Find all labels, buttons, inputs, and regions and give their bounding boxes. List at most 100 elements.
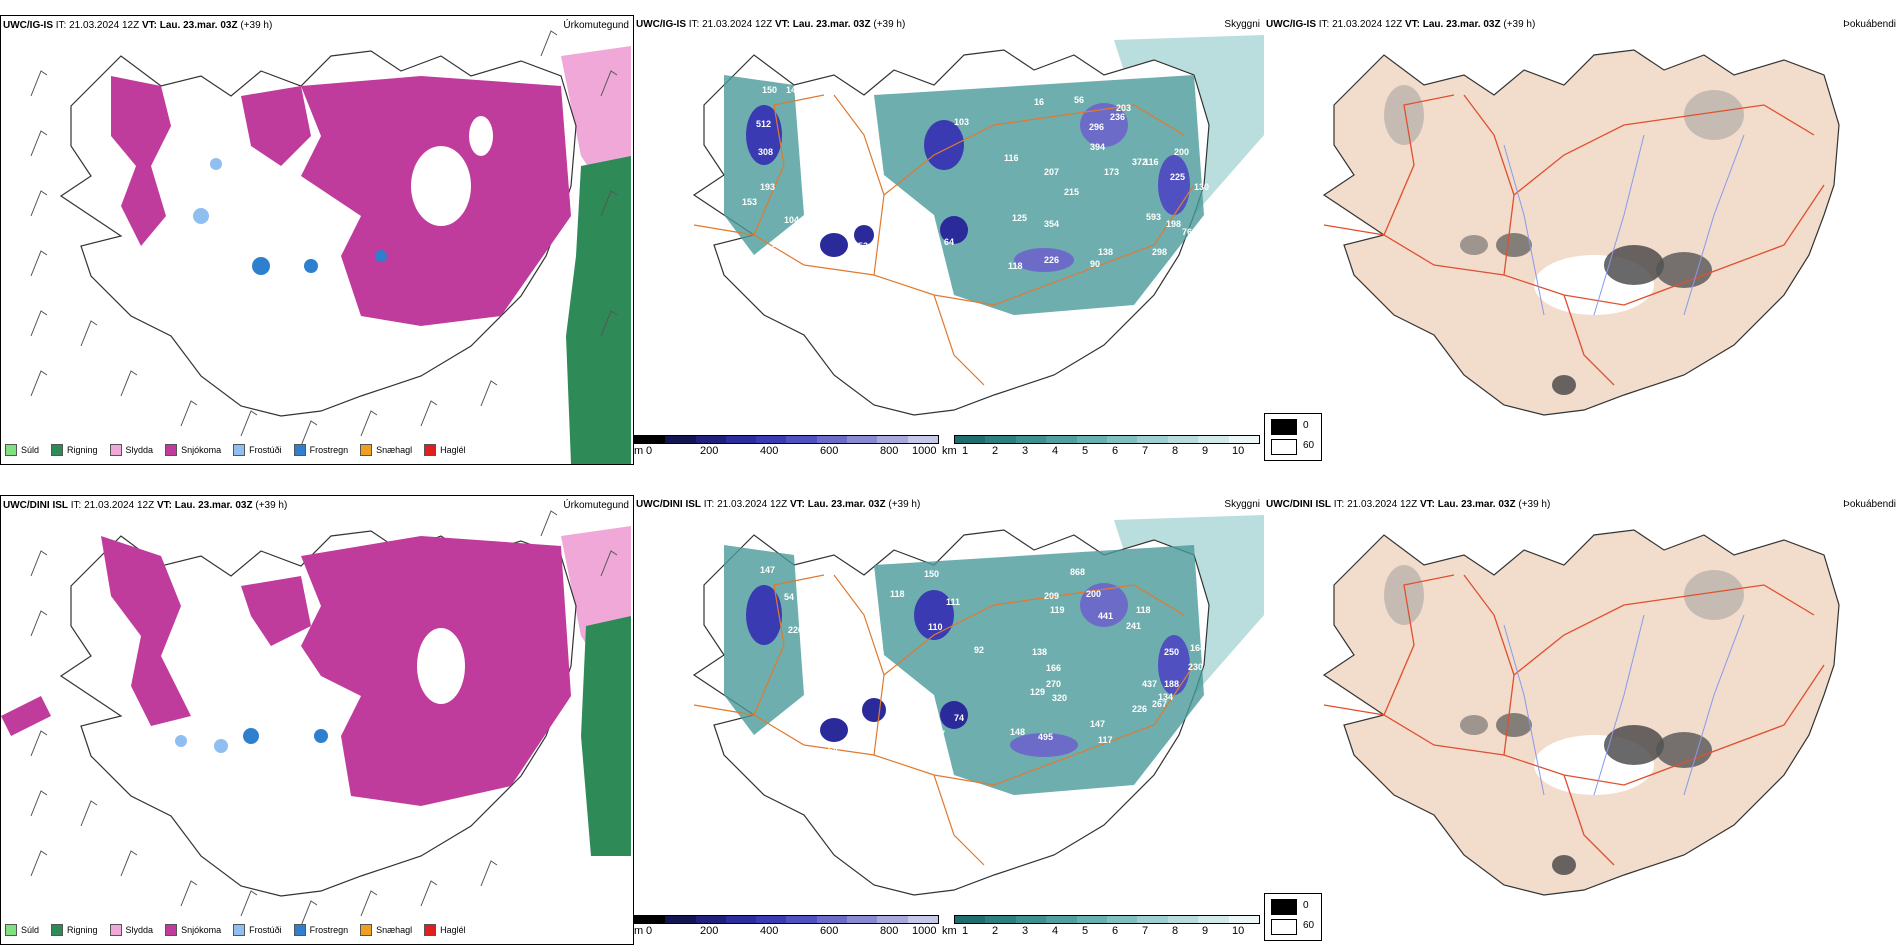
colorbar-cell	[725, 436, 757, 443]
vis-label: 127	[930, 729, 945, 739]
vis-label: 250	[1164, 647, 1179, 657]
vis-label: 207	[1044, 167, 1059, 177]
legend-item: Súld	[5, 924, 39, 936]
vis-label: 148	[1010, 727, 1025, 737]
colorbar-cell	[816, 436, 848, 443]
legend-item: Slydda	[109, 444, 153, 456]
colorbar-cell	[1107, 436, 1138, 443]
colorbar-cell	[907, 916, 938, 923]
vis-labels: 147 54 220 118 150 110 74 55 64 127 221 …	[760, 565, 1205, 875]
panel-type-title: Skyggni	[1224, 499, 1260, 510]
init-time: 21.03.2024 12Z	[69, 20, 140, 31]
vt-label: VT:	[141, 20, 157, 31]
vis-label: 200	[1086, 589, 1101, 599]
vis-label: 164	[1190, 643, 1205, 653]
vis-label: 354	[1044, 219, 1059, 229]
vis-label: 226	[1044, 255, 1059, 265]
colorbar-cell	[1198, 916, 1229, 923]
vis-label: 760	[1182, 227, 1197, 237]
it-label: IT:	[55, 20, 67, 31]
colorbar-cell	[847, 916, 878, 923]
colorbar-cell	[1137, 916, 1168, 923]
cloud-base-unit: m	[634, 445, 644, 457]
vis-label: 495	[1038, 732, 1053, 742]
panel-header: UWC/IG-IS IT: 21.03.2024 12Z VT: Lau. 23…	[1266, 19, 1536, 30]
vis-label: 90	[1090, 259, 1100, 269]
colorbar-cell	[1167, 436, 1199, 443]
vis-label: 79	[818, 269, 828, 279]
road-network	[693, 94, 1195, 386]
legend-item: Haglél	[424, 924, 466, 936]
colorbar-cell	[1076, 916, 1108, 923]
vis-labels: 150 149 512 308 193 153 104 77 130 79 53…	[742, 85, 1209, 392]
panel-type-title: Skyggni	[1224, 19, 1260, 30]
vis-label: 308	[758, 147, 773, 157]
vis-label: 193	[760, 182, 775, 192]
legend-item: Rigning	[51, 924, 98, 936]
visibility-colorbar	[954, 915, 1260, 924]
fog-legend: 0 60	[1264, 893, 1322, 941]
legend-item: Snjókoma	[165, 924, 221, 936]
vis-label: 138	[1098, 247, 1113, 257]
vis-label: 221	[846, 708, 861, 718]
legend-item: Súld	[5, 444, 39, 456]
vis-label: 118	[1136, 605, 1151, 615]
vis-label: 441	[1098, 611, 1113, 621]
legend-item: Frostúði	[233, 444, 282, 456]
legend-item: Rigning	[51, 444, 98, 456]
vis-label: 64	[944, 237, 954, 247]
vis-label: 298	[1152, 247, 1167, 257]
visibility-panel-1: UWC/IG-IS IT: 21.03.2024 12Z VT: Lau. 23…	[634, 15, 1264, 465]
panel-type-title: Úrkomutegund	[563, 20, 629, 31]
vis-label: 130	[772, 239, 787, 249]
colorbar-cell	[1198, 436, 1229, 443]
fog-indicator-panel-2: UWC/DINI ISL IT: 21.03.2024 12Z VT: Lau.…	[1264, 495, 1900, 945]
wind-barbs	[30, 30, 618, 447]
vis-label: 119	[1050, 605, 1065, 615]
vis-label: 16	[1034, 97, 1044, 107]
model-name: UWC/IG-IS	[636, 19, 686, 30]
colorbar-cell	[756, 436, 787, 443]
vis-label: 203	[1116, 103, 1131, 113]
lead-time: (+39 h)	[240, 20, 273, 31]
vis-label: 166	[1046, 663, 1061, 673]
vis-label: 110	[928, 622, 943, 632]
colorbar-cell	[1046, 436, 1077, 443]
visibility-panel-2: UWC/DINI ISL IT: 21.03.2024 12Z VT: Lau.…	[634, 495, 1264, 945]
vis-label: 116	[1144, 157, 1159, 167]
vis-label: 230	[1188, 662, 1203, 672]
vis-label: 103	[954, 117, 969, 127]
panel-header: UWC/IG-IS IT: 21.03.2024 12Z VT: Lau. 23…	[636, 19, 906, 30]
vis-label: 270	[1046, 679, 1061, 689]
vis-label: 56	[1074, 95, 1084, 105]
river-network	[1503, 134, 1745, 316]
colorbar-cell	[877, 436, 908, 443]
fog-map	[1322, 529, 1840, 896]
vis-label: 225	[1170, 172, 1185, 182]
vis-label: 147	[760, 565, 775, 575]
vis-label: 116	[1004, 153, 1019, 163]
fog-legend: 0 60	[1264, 413, 1322, 461]
panel-header: UWC/DINI ISL IT: 21.03.2024 12Z VT: Lau.…	[1266, 499, 1551, 510]
vis-label: 55	[892, 727, 902, 737]
vis-label: 215	[1064, 187, 1079, 197]
visibility-map: 150 149 512 308 193 153 104 77 130 79 53…	[692, 35, 1264, 416]
colorbar-cell	[816, 916, 848, 923]
panel-type-title: Þokuábendi	[1843, 19, 1896, 30]
colorbar-cell	[847, 436, 878, 443]
vis-label: 125	[1012, 213, 1027, 223]
vis-label: 64	[828, 745, 838, 755]
vis-label: 267	[1152, 699, 1167, 709]
vis-label: 149	[786, 85, 801, 95]
colorbar-cell	[955, 916, 986, 923]
vis-label: 53	[858, 241, 868, 251]
panel-header: UWC/DINI ISL IT: 21.03.2024 12Z VT: Lau.…	[636, 499, 921, 510]
vis-label: 209	[1044, 591, 1059, 601]
colorbar-cell	[665, 916, 696, 923]
vis-label: 236	[1110, 112, 1125, 122]
precip-map	[1, 510, 631, 927]
vis-label: 117	[1098, 735, 1113, 745]
precip-type-panel-1: UWC/IG-IS IT: 21.03.2024 12Z VT: Lau. 23…	[0, 15, 634, 465]
visibility-map: 147 54 220 118 150 110 74 55 64 127 221 …	[692, 515, 1264, 896]
colorbar-cell	[1076, 436, 1108, 443]
